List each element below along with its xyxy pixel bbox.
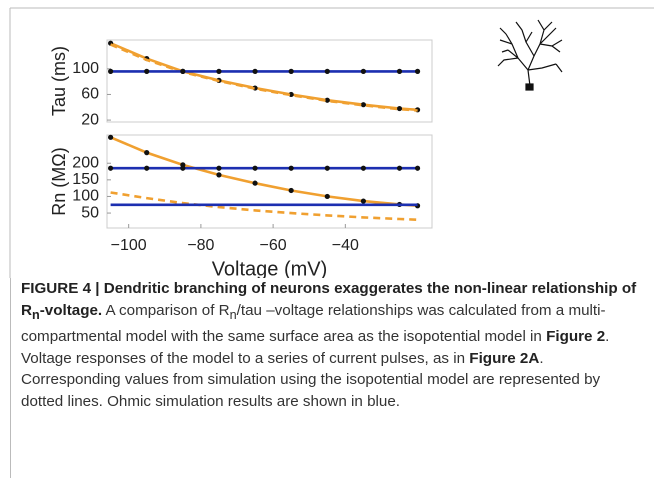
x-tick-label: −40 [332, 237, 359, 254]
y-axis-label: Rn (MΩ) [49, 147, 69, 215]
data-point [360, 198, 366, 204]
plot-frame [106, 134, 433, 229]
data-point [216, 68, 222, 74]
plot-frame [106, 39, 433, 123]
y-tick-label: 60 [81, 86, 99, 103]
data-point [414, 165, 421, 171]
y-tick-label: 50 [81, 204, 99, 221]
data-point [108, 165, 114, 171]
x-tick-label: −80 [187, 237, 214, 254]
y-tick-label: 100 [72, 60, 99, 77]
data-line [110, 43, 418, 112]
data-line [110, 191, 418, 221]
caption-subscript: n [229, 307, 237, 322]
data-point [360, 102, 366, 108]
y-tick-label: 100 [72, 188, 99, 205]
data-point [252, 165, 258, 171]
x-tick-label: −100 [111, 237, 147, 254]
data-point [216, 165, 222, 171]
data-point [252, 68, 258, 74]
data-point [180, 68, 186, 74]
data-point [108, 68, 114, 74]
y-tick-label: 150 [72, 171, 99, 188]
caption-subscript: n [31, 307, 40, 322]
caption-title: -voltage. [39, 301, 103, 319]
figure-ref: Figure 2A [469, 349, 540, 367]
data-point [216, 172, 222, 178]
data-point [396, 105, 403, 112]
data-line [110, 136, 418, 207]
caption-text: . Voltage responses of the model to a se… [21, 328, 610, 367]
data-point [180, 165, 186, 171]
caption: FIGURE 4 | Dendritic branching of neuron… [10, 278, 642, 478]
data-line [110, 42, 418, 112]
data-point [288, 91, 294, 98]
data-point [360, 68, 366, 74]
data-point [288, 165, 294, 171]
data-point [324, 193, 330, 200]
x-axis-label: Voltage (mV) [212, 258, 328, 278]
y-axis-label: Tau (ms) [49, 46, 69, 116]
figure-ref: Figure 2 [546, 328, 606, 346]
caption-text: /tau –voltage relationships was calculat… [21, 301, 606, 346]
data-point [324, 165, 330, 171]
data-point [144, 150, 150, 156]
data-point [144, 68, 150, 74]
data-point [288, 187, 294, 194]
data-point [396, 165, 403, 171]
data-point [108, 134, 114, 140]
neuron-icon [497, 19, 563, 91]
y-tick-label: 200 [72, 154, 99, 171]
data-point [414, 68, 421, 74]
y-tick-label: 20 [81, 111, 99, 128]
data-point [144, 165, 150, 171]
data-point [324, 97, 330, 103]
data-point [288, 68, 294, 74]
data-point [324, 68, 330, 74]
caption-title: FIGURE 4 | Dendritic branching of neuron… [21, 280, 637, 319]
caption-text: A comparison of R [102, 301, 230, 319]
data-point [252, 180, 258, 186]
x-tick-label: −60 [260, 237, 287, 254]
data-point [396, 68, 403, 74]
caption-text: . Corresponding values from simulation u… [21, 349, 601, 410]
data-point [360, 165, 366, 171]
